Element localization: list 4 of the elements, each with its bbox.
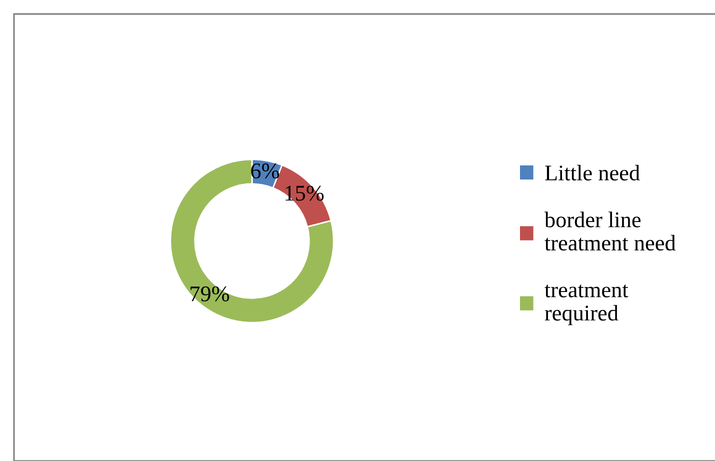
legend-label: border line treatment need <box>544 212 676 251</box>
donut-slice <box>170 158 334 324</box>
legend-label: treatment required <box>544 284 628 326</box>
legend-label: Little need <box>545 164 640 181</box>
